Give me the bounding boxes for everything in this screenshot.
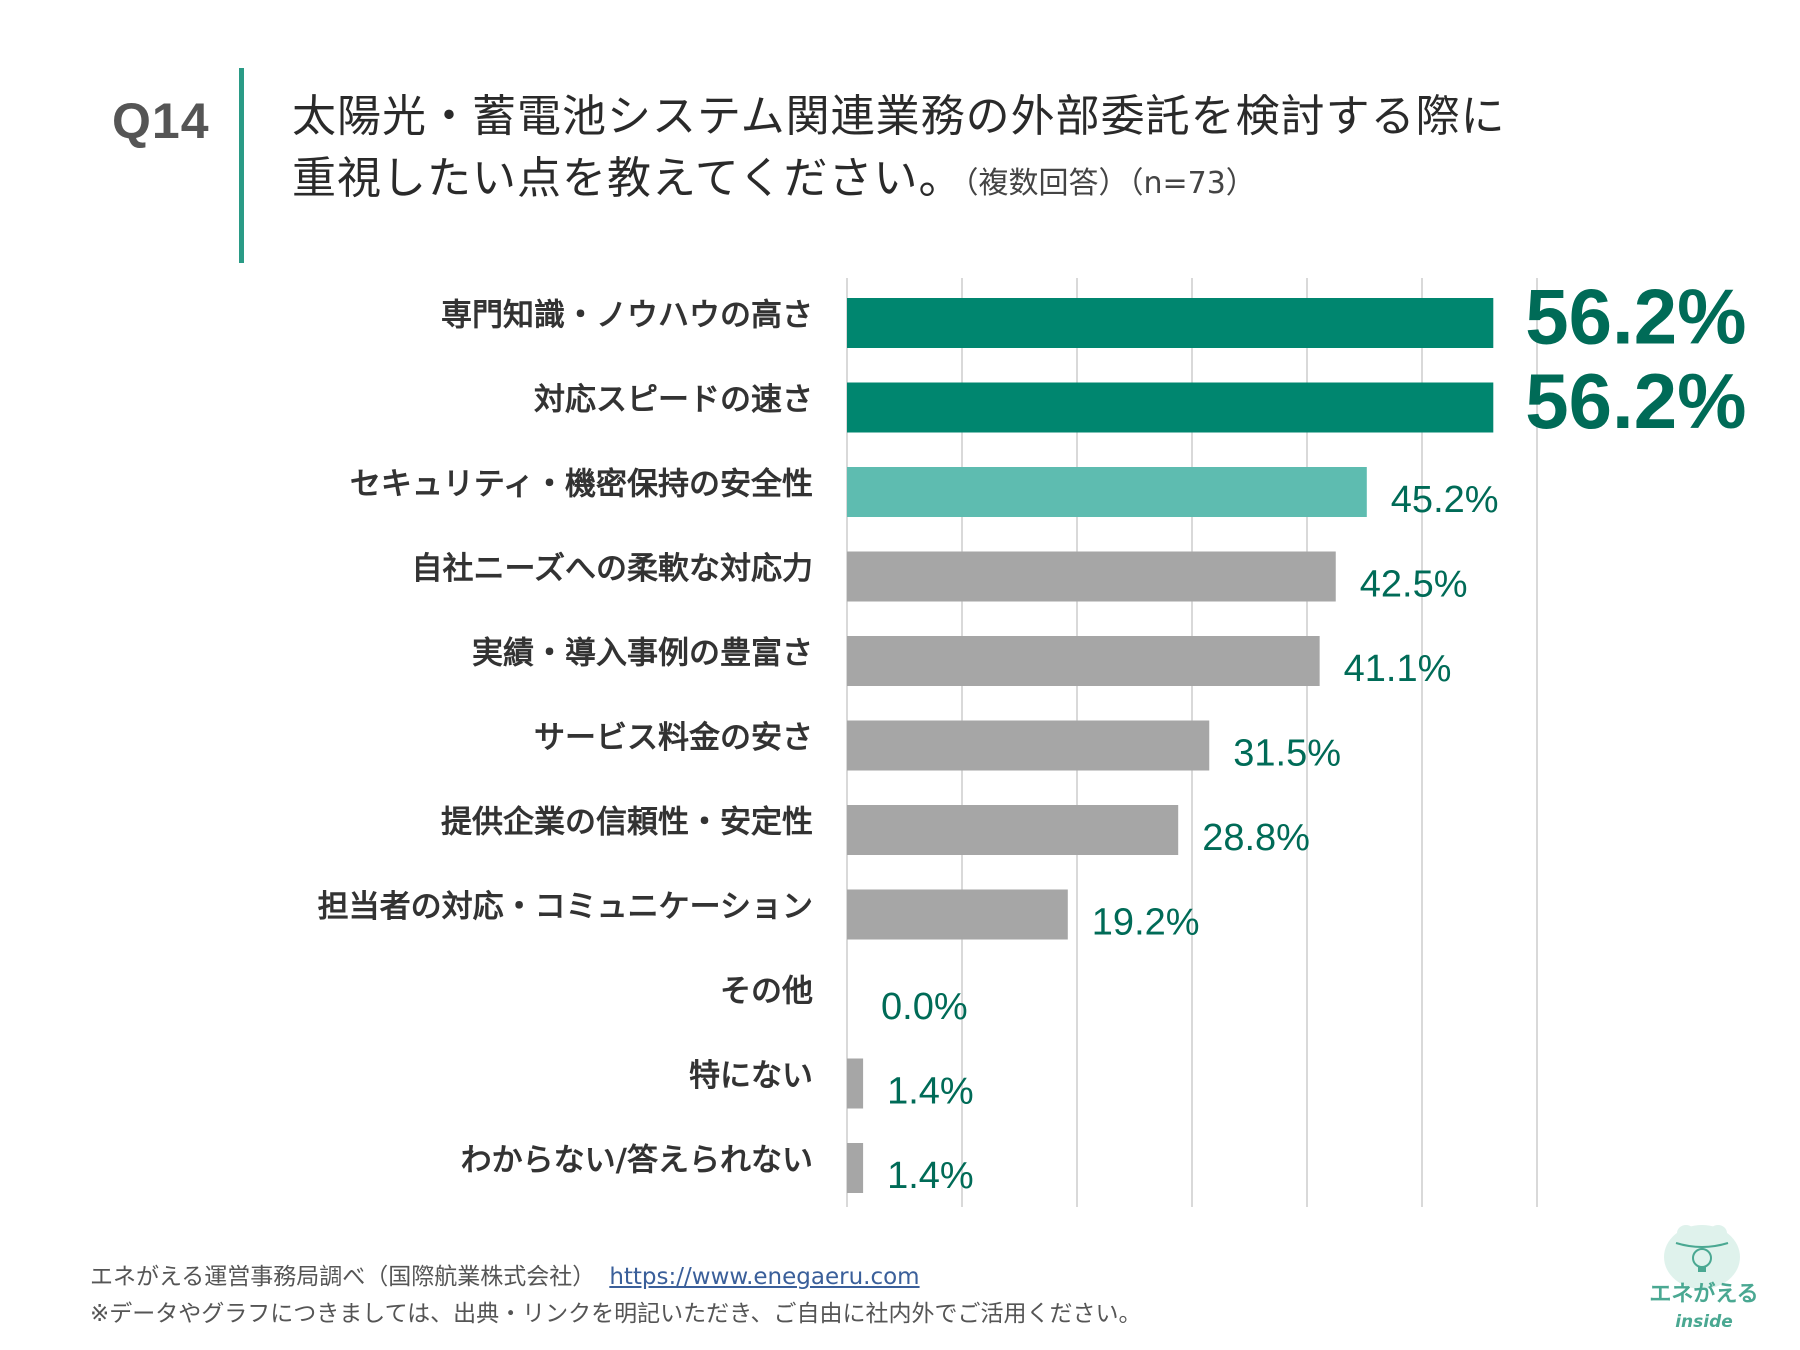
category-label: 対応スピードの速さ <box>534 382 813 418</box>
category-label: サービス料金の安さ <box>534 720 813 756</box>
category-label: 担当者の対応・コミュニケーション <box>318 889 813 925</box>
bar <box>847 382 1494 433</box>
bar <box>847 1143 864 1193</box>
category-label: セキュリティ・機密保持の安全性 <box>350 467 813 503</box>
category-label: 実績・導入事例の豊富さ <box>472 636 813 672</box>
bar <box>847 1058 864 1109</box>
category-label: 自社ニーズへの柔軟な対応力 <box>412 551 813 587</box>
value-label: 42.5% <box>1360 564 1468 606</box>
footer: エネがえる運営事務局調べ（国際航業株式会社） https://www.enegae… <box>90 1259 1142 1333</box>
logo-sub: inside <box>1675 1312 1733 1332</box>
title-line-1: 太陽光・蓄電池システム関連業務の外部委託を検討する際に <box>292 91 1506 142</box>
source-text: エネがえる運営事務局調べ（国際航業株式会社） <box>90 1264 596 1290</box>
value-label: 19.2% <box>1092 902 1200 944</box>
value-label: 31.5% <box>1233 733 1341 775</box>
bar <box>847 636 1320 686</box>
bar <box>847 298 1494 348</box>
value-label: 56.2% <box>1525 357 1746 445</box>
category-label: 提供企業の信頼性・安定性 <box>441 805 813 841</box>
page-title: 太陽光・蓄電池システム関連業務の外部委託を検討する際に 重視したい点を教えてくだ… <box>292 86 1506 215</box>
title-note: （複数回答）（n=73） <box>963 166 1256 201</box>
title-divider <box>239 68 244 263</box>
category-label: 特にない <box>689 1058 813 1094</box>
enegaeru-logo-icon <box>1664 1225 1740 1289</box>
value-label: 41.1% <box>1344 648 1452 690</box>
bar <box>847 467 1367 517</box>
value-label: 0.0% <box>881 986 968 1028</box>
category-label: その他 <box>720 974 813 1010</box>
category-label: わからない/答えられない <box>461 1143 813 1179</box>
source-link[interactable]: https://www.enegaeru.com <box>609 1264 920 1290</box>
value-label: 28.8% <box>1202 817 1310 859</box>
value-label: 56.2% <box>1525 273 1746 361</box>
value-label: 1.4% <box>887 1155 974 1197</box>
usage-notice: ※データやグラフにつきましては、出典・リンクを明記いただき、ご自由に社内外でご活… <box>90 1301 1142 1327</box>
bar <box>847 805 1179 855</box>
bars <box>847 298 1494 1193</box>
category-labels: 専門知識・ノウハウの高さ対応スピードの速さセキュリティ・機密保持の安全性自社ニー… <box>318 298 813 1179</box>
value-labels: 56.2%56.2% 45.2% 42.5% 41.1% 31.5% 28.8% 19.2%… <box>881 273 1746 1197</box>
bar <box>847 551 1336 602</box>
question-number: Q14 <box>112 93 210 149</box>
logo-name: エネがえる <box>1649 1282 1759 1307</box>
value-label: 1.4% <box>887 1071 974 1113</box>
title-line-2: 重視したい点を教えてください。 <box>292 153 964 204</box>
bar <box>847 720 1210 771</box>
value-label: 45.2% <box>1391 479 1499 521</box>
category-label: 専門知識・ノウハウの高さ <box>441 298 813 334</box>
bar <box>847 889 1068 940</box>
